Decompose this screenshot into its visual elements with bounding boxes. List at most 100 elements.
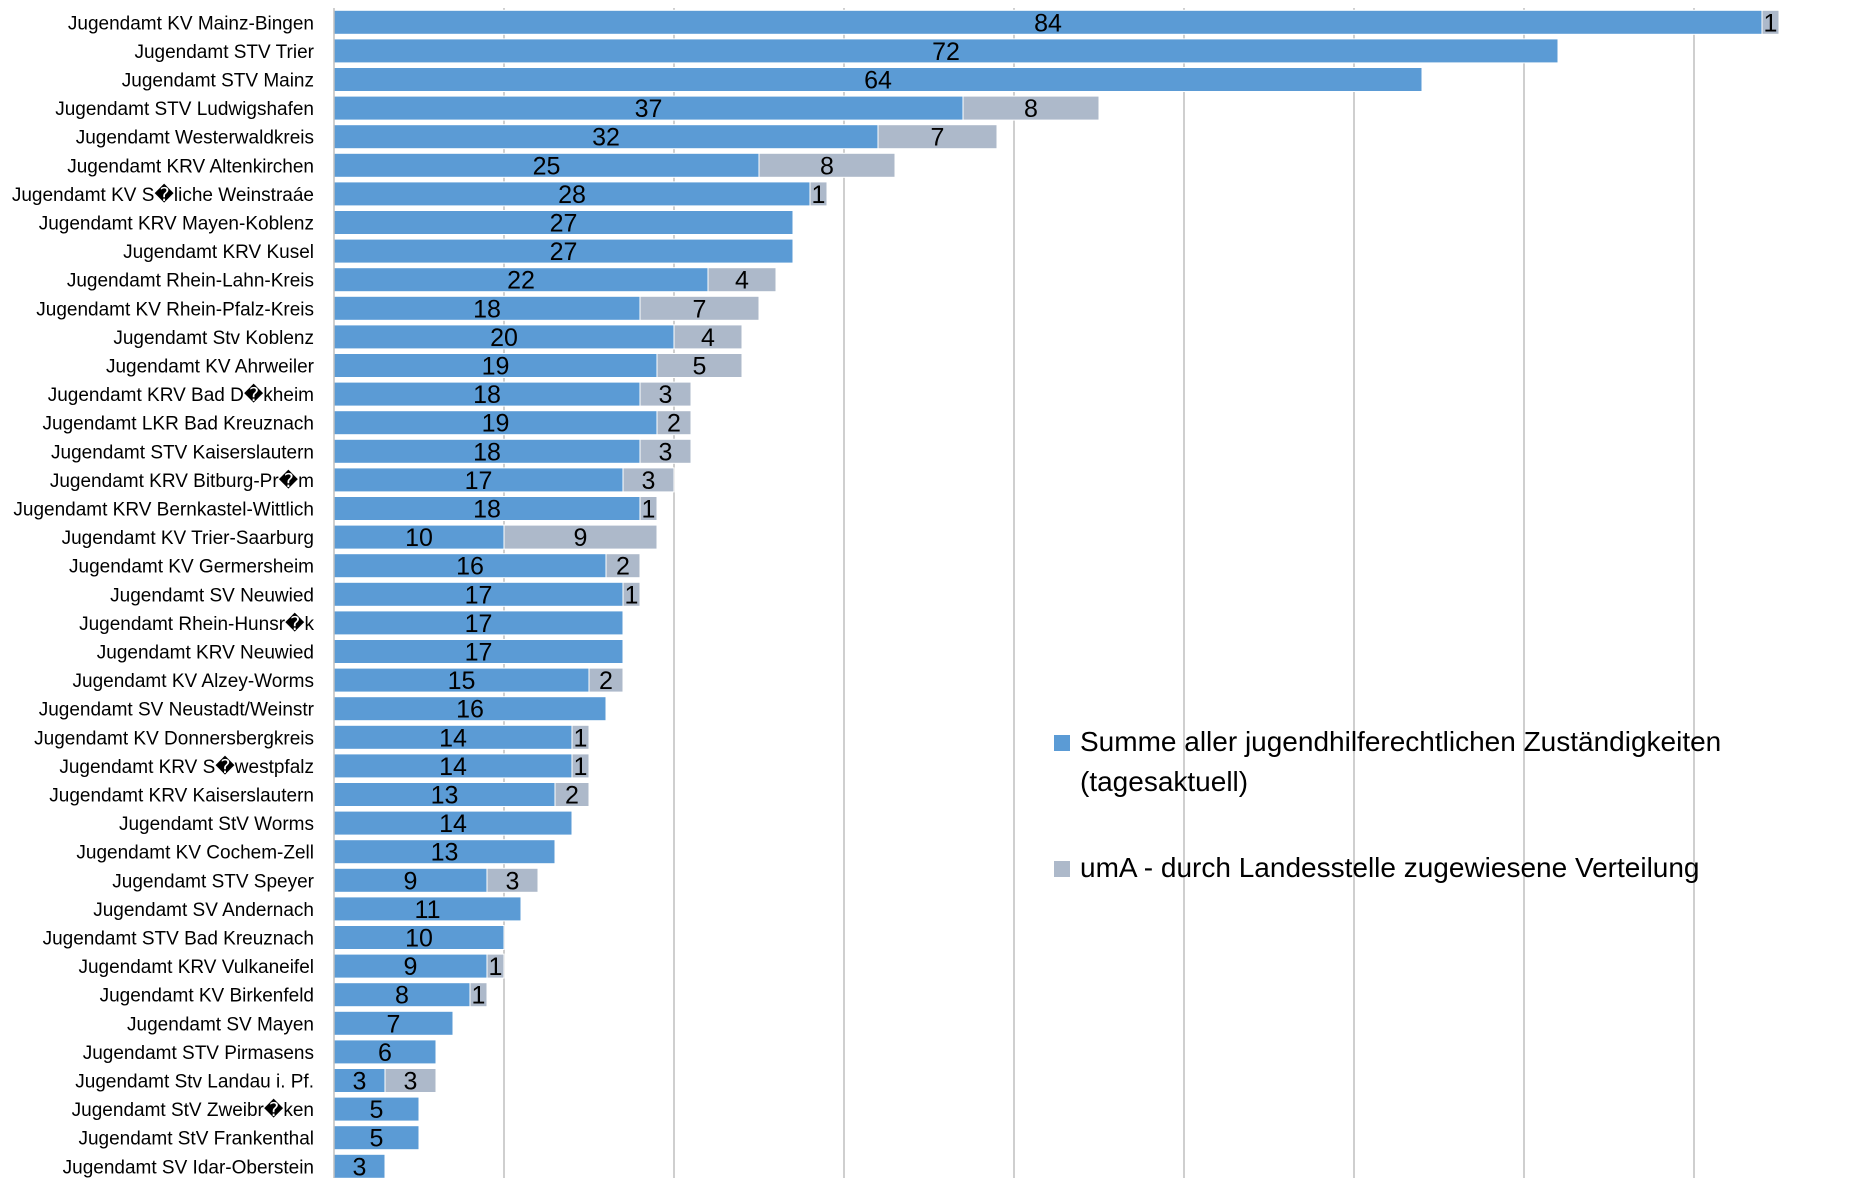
category-label: Jugendamt Westerwaldkreis [76,128,314,149]
bar-total [333,467,624,493]
category-label: Jugendamt STV Mainz [122,71,314,92]
data-label-total: 18 [473,496,501,524]
data-label-uma: 2 [599,667,613,695]
bar-total [333,925,505,950]
bar-total [333,982,471,1008]
bar-uma [1761,9,1780,35]
category-label: Jugendamt SV Mayen [127,1014,314,1035]
bar-uma [877,124,998,150]
data-label-uma: 1 [812,181,826,209]
data-label-total: 19 [482,353,510,381]
data-label-uma: 1 [642,496,656,524]
bar-total [333,267,709,293]
data-label-uma: 4 [701,324,715,352]
data-label-total: 32 [592,124,620,152]
category-label: Jugendamt KRV Mayen-Koblenz [39,214,314,235]
data-label-uma: 4 [735,267,749,295]
data-label-total: 27 [550,238,578,266]
bar-total [333,181,811,207]
category-label: Jugendamt KV Donnersbergkreis [34,728,314,749]
category-label: Jugendamt Rhein-Lahn-Kreis [67,271,314,292]
data-label-total: 10 [405,925,433,953]
category-label: Jugendamt KRV Bitburg-Pr�m [50,469,314,492]
bar-total [333,639,624,664]
legend-label-total: Summe aller jugendhilferechtlichen Zustä… [1080,726,1722,797]
legend-item-uma: umA - durch Landesstelle zugewiesene Ver… [1054,848,1814,888]
category-label: Jugendamt STV Trier [134,42,314,63]
data-label-total: 17 [465,610,493,638]
category-label: Jugendamt KRV Bad D�kheim [48,383,314,406]
category-label: Jugendamt KRV S�westpfalz [59,755,314,778]
bar-uma [571,753,590,779]
legend-item-total: Summe aller jugendhilferechtlichen Zustä… [1054,722,1814,802]
category-label: Jugendamt STV Kaiserslautern [51,442,314,463]
data-label-uma: 2 [667,410,681,438]
bar-total [333,667,590,693]
data-label-uma: 1 [1764,9,1778,37]
category-label: Jugendamt KRV Kaiserslautern [49,786,314,807]
data-label-uma: 7 [931,124,945,152]
legend: Summe aller jugendhilferechtlichen Zustä… [1054,722,1814,934]
data-label-total: 9 [404,867,418,895]
bar-uma [469,982,488,1008]
bar-total [333,839,556,865]
bar-total [333,1125,420,1151]
bar-uma [571,724,590,750]
data-label-uma: 2 [565,782,579,810]
bar-total [333,953,488,979]
category-label: Jugendamt KV S�liche Weinstraáe [12,183,314,206]
category-label: Jugendamt KRV Altenkirchen [67,156,314,177]
bar-total [333,295,641,321]
data-label-total: 14 [439,810,467,838]
category-label: Jugendamt StV Worms [119,814,314,835]
bar-uma [605,553,641,579]
data-label-uma: 8 [1024,95,1038,123]
data-label-total: 5 [370,1096,384,1124]
bar-uma [673,324,743,350]
data-label-uma: 1 [574,753,588,781]
category-label: Jugendamt KV Birkenfeld [100,986,314,1007]
data-label-total: 13 [431,782,459,810]
data-label-total: 14 [439,753,467,781]
data-label-uma: 3 [506,867,520,895]
legend-swatch-uma [1054,861,1070,877]
data-label-total: 17 [465,467,493,495]
data-label-total: 17 [465,581,493,609]
data-label-total: 16 [456,553,484,581]
data-label-total: 72 [932,38,960,66]
category-label: Jugendamt STV Bad Kreuznach [43,929,314,950]
data-label-total: 10 [405,524,433,552]
bar-uma [809,181,828,207]
category-label: Jugendamt KV Alzey-Worms [73,671,314,692]
bar-uma [622,467,675,493]
data-label-total: 3 [353,1153,367,1178]
data-label-total: 3 [353,1068,367,1096]
category-label: Jugendamt KRV Kusel [123,242,314,263]
category-label: Jugendamt Rhein-Hunsr�k [79,612,314,635]
data-label-uma: 1 [489,953,503,981]
bar-total [333,1039,437,1065]
data-label-uma: 1 [625,581,639,609]
bar-uma [656,410,692,436]
data-label-total: 28 [558,181,586,209]
bar-total [333,896,522,922]
data-label-total: 7 [387,1010,401,1038]
category-label: Jugendamt StV Zweibr�ken [72,1098,314,1121]
bar-total [333,124,879,150]
category-label: Jugendamt KV Cochem-Zell [76,843,314,864]
category-label: Jugendamt KRV Neuwied [97,643,314,664]
bar-uma [486,953,505,979]
data-label-total: 18 [473,438,501,466]
bar-total [333,438,641,464]
bar-total [333,381,641,407]
data-label-uma: 3 [659,381,673,409]
bar-total [333,95,964,121]
bar-uma [758,152,896,178]
data-label-total: 18 [473,295,501,323]
data-label-total: 9 [404,953,418,981]
data-label-total: 14 [439,724,467,752]
bar-total [333,724,573,750]
data-label-uma: 2 [616,553,630,581]
